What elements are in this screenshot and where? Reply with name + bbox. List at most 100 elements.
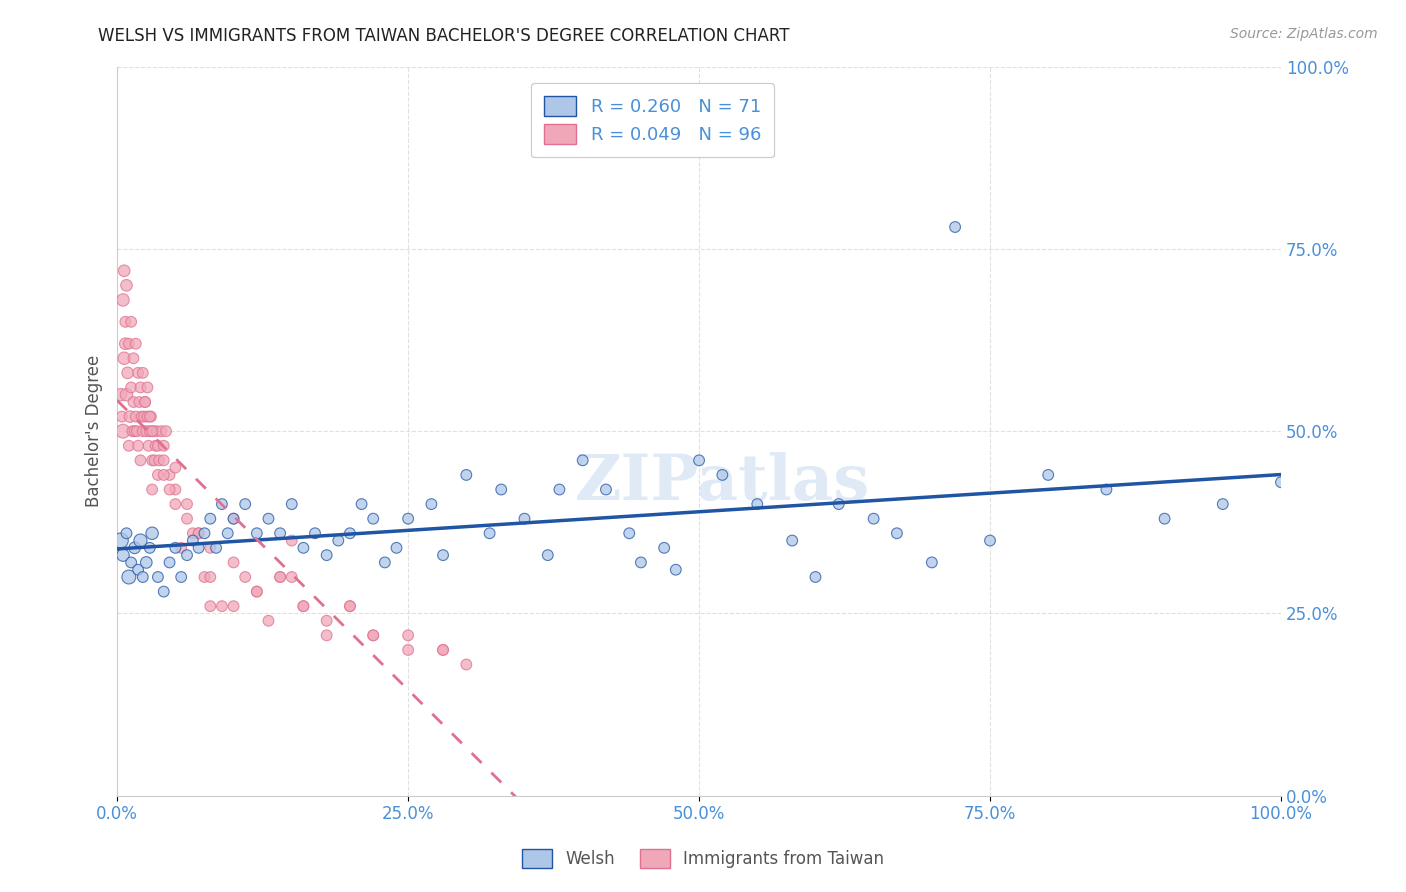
Legend: Welsh, Immigrants from Taiwan: Welsh, Immigrants from Taiwan [515,842,891,875]
Point [200,599,222,614]
Point [200,541,222,555]
Point [139,409,162,424]
Point [125,336,148,351]
Point [361,628,384,642]
Point [257,511,280,525]
Point [1038,467,1060,482]
Point [233,497,256,511]
Point [118,409,141,424]
Point [246,584,269,599]
Point [141,526,163,541]
Point [304,526,326,541]
Point [139,424,162,438]
Point [269,570,291,584]
Point [181,526,204,541]
Point [200,511,222,525]
Point [117,366,139,380]
Point [124,541,146,555]
Point [361,628,384,642]
Point [145,424,167,438]
Point [281,570,304,584]
Point [246,526,269,541]
Point [886,526,908,541]
Point [122,351,145,366]
Point [141,483,163,497]
Point [211,599,233,614]
Point [350,497,373,511]
Point [110,388,132,402]
Point [141,424,163,438]
Point [374,556,396,570]
Point [396,511,419,525]
Point [222,511,245,525]
Point [138,439,160,453]
Point [420,497,443,511]
Point [292,599,315,614]
Point [132,409,155,424]
Point [432,548,454,562]
Point [269,570,291,584]
Point [328,533,350,548]
Point [139,541,162,555]
Point [146,467,169,482]
Point [548,483,571,497]
Point [339,526,361,541]
Point [200,570,222,584]
Point [111,409,134,424]
Point [159,483,181,497]
Point [165,460,187,475]
Point [176,497,198,511]
Point [112,264,135,278]
Point [115,278,138,293]
Point [165,497,187,511]
Point [159,556,181,570]
Point [211,497,233,511]
Point [114,315,136,329]
Point [148,453,170,467]
Point [110,533,132,548]
Point [135,556,157,570]
Point [120,380,142,394]
Point [257,614,280,628]
Point [217,526,239,541]
Point [136,409,159,424]
Point [127,439,149,453]
Point [665,563,688,577]
Point [747,497,769,511]
Point [129,533,152,548]
Point [339,599,361,614]
Point [513,511,536,525]
Point [115,526,138,541]
Point [315,628,337,642]
Point [150,424,173,438]
Point [943,220,966,235]
Point [125,424,148,438]
Point [120,315,142,329]
Point [111,424,134,438]
Point [205,541,228,555]
Point [127,366,149,380]
Point [170,541,193,555]
Point [112,351,135,366]
Point [339,599,361,614]
Point [292,599,315,614]
Point [537,548,560,562]
Point [222,511,245,525]
Point [979,533,1001,548]
Point [652,541,675,555]
Y-axis label: Bachelor's Degree: Bachelor's Degree [86,355,103,508]
Point [1270,475,1292,490]
Point [804,570,827,584]
Point [315,614,337,628]
Point [1212,497,1234,511]
Text: ZIPatlas: ZIPatlas [575,451,870,513]
Point [152,467,174,482]
Point [159,467,181,482]
Point [222,599,245,614]
Point [432,643,454,657]
Point [187,526,209,541]
Point [141,453,163,467]
Point [152,453,174,467]
Point [143,453,166,467]
Point [187,541,209,555]
